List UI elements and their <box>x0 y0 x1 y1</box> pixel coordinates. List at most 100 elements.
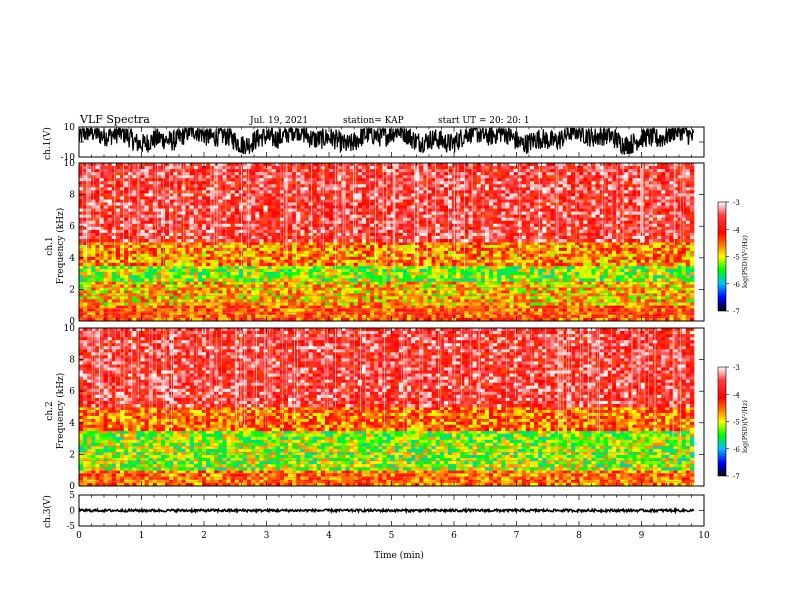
spectrogram-cell <box>398 290 404 294</box>
spectrogram-cell <box>271 317 277 322</box>
spectrogram-cell <box>546 245 551 249</box>
spectrogram-cell <box>476 299 482 303</box>
spectrogram-cell <box>341 278 346 282</box>
spectrogram-cell <box>300 308 305 312</box>
spectrogram-cell <box>292 302 297 306</box>
spectrogram-cell <box>111 302 117 306</box>
spectrogram-cell <box>398 272 404 276</box>
spectrogram-cell <box>275 281 281 285</box>
spectrogram-cell <box>640 302 646 306</box>
spectrogram-cell <box>189 166 195 170</box>
spectrogram-cell <box>144 223 150 228</box>
spectrogram-cell <box>489 265 494 270</box>
spectrogram-cell <box>128 187 133 191</box>
spectrogram-cell <box>591 253 596 258</box>
spectrogram-cell <box>156 299 162 303</box>
spectrogram-cell <box>128 166 133 170</box>
spectrogram-cell <box>189 190 195 194</box>
spectrogram-cell <box>685 245 691 249</box>
spectrogram-cell <box>423 250 428 255</box>
spectrogram-cell <box>115 265 121 270</box>
spectrogram-cell <box>95 296 100 300</box>
spectrogram-cell <box>624 308 629 312</box>
spectrogram-cell <box>234 299 240 303</box>
spectrogram-cell <box>271 253 277 258</box>
spectrogram-cell <box>255 281 260 285</box>
spectrogram-cell <box>115 181 121 185</box>
spectrogram-cell <box>411 281 416 285</box>
spectrogram-cell <box>255 299 260 303</box>
spectrogram-cell <box>443 253 449 258</box>
spectrogram-cell <box>591 284 596 288</box>
spectrogram-cell <box>111 290 117 294</box>
spectrogram-cell <box>489 302 494 306</box>
spectrogram-cell <box>558 253 564 258</box>
spectrogram-cell <box>562 250 568 255</box>
spectrogram-cell <box>546 299 551 303</box>
spectrogram-cell <box>534 245 539 249</box>
spectrogram-cell <box>156 253 162 258</box>
spectrogram-cell <box>595 278 601 282</box>
spectrogram-cell <box>218 239 223 243</box>
spectrogram-cell <box>370 305 375 309</box>
spectrogram-cell <box>95 259 100 264</box>
spectrogram-cell <box>83 317 88 322</box>
spectrogram-cell <box>247 250 252 255</box>
spectrogram-cell <box>243 275 248 279</box>
spectrogram-cell <box>337 311 342 316</box>
spectrogram-cell <box>288 247 293 252</box>
spectrogram-cell <box>103 305 109 309</box>
spectrogram-cell <box>530 308 535 312</box>
spectrogram-cell <box>628 253 633 258</box>
spectrogram-cell <box>148 262 154 267</box>
spectrogram-cell <box>214 181 219 185</box>
spectrogram-cell <box>234 265 240 270</box>
spectrogram-cell <box>210 190 215 194</box>
spectrogram-cell <box>505 317 510 322</box>
spectrogram-cell <box>230 302 236 306</box>
spectrogram-cell <box>79 299 84 303</box>
spectrogram-cell <box>128 272 133 276</box>
spectrogram-cell <box>571 272 576 276</box>
spectrogram-cell <box>341 299 346 303</box>
spectrogram-cell <box>489 311 494 316</box>
spectrogram-cell <box>558 256 564 261</box>
spectrogram-cell <box>308 299 314 303</box>
spectrogram-cell <box>144 220 150 225</box>
spectrogram-cell <box>275 272 281 276</box>
spectrogram-cell <box>288 305 293 309</box>
spectrogram-cell <box>165 184 170 188</box>
spectrogram-cell <box>472 287 478 291</box>
spectrogram-cell <box>632 265 637 270</box>
spectrogram-cell <box>263 242 268 246</box>
spectrogram-cell <box>181 284 186 288</box>
spectrogram-cell <box>267 247 273 252</box>
spectrogram-cell <box>304 268 309 273</box>
spectrogram-cell <box>374 311 379 316</box>
spectrogram-cell <box>202 184 207 188</box>
spectrogram-cell <box>156 272 162 276</box>
spectrogram-cell <box>587 242 592 246</box>
spectrogram-cell <box>599 317 605 322</box>
spectrogram-cell <box>255 275 260 279</box>
spectrogram-cell <box>595 281 601 285</box>
spectrogram-cell <box>366 268 371 273</box>
spectrogram-cell <box>288 317 293 322</box>
spectrogram-cell <box>550 281 555 285</box>
spectrogram-cell <box>202 281 207 285</box>
spectrogram-cell <box>177 262 182 267</box>
spectrogram-cell <box>320 293 326 297</box>
spectrogram-cell <box>206 311 211 316</box>
spectrogram-cell <box>484 247 490 252</box>
spectrogram-cell <box>107 265 113 270</box>
spectrogram-cell <box>517 259 523 264</box>
spectrogram-cell <box>226 190 232 194</box>
spectrogram-cell <box>177 184 182 188</box>
spectrogram-cell <box>169 229 174 234</box>
spectrogram-cell <box>214 172 219 176</box>
spectrogram-cell <box>530 296 535 300</box>
spectrogram-cell <box>271 311 277 316</box>
spectrogram-cell <box>673 278 678 282</box>
spectrogram-cell <box>120 262 125 267</box>
spectrogram-cell <box>554 293 560 297</box>
